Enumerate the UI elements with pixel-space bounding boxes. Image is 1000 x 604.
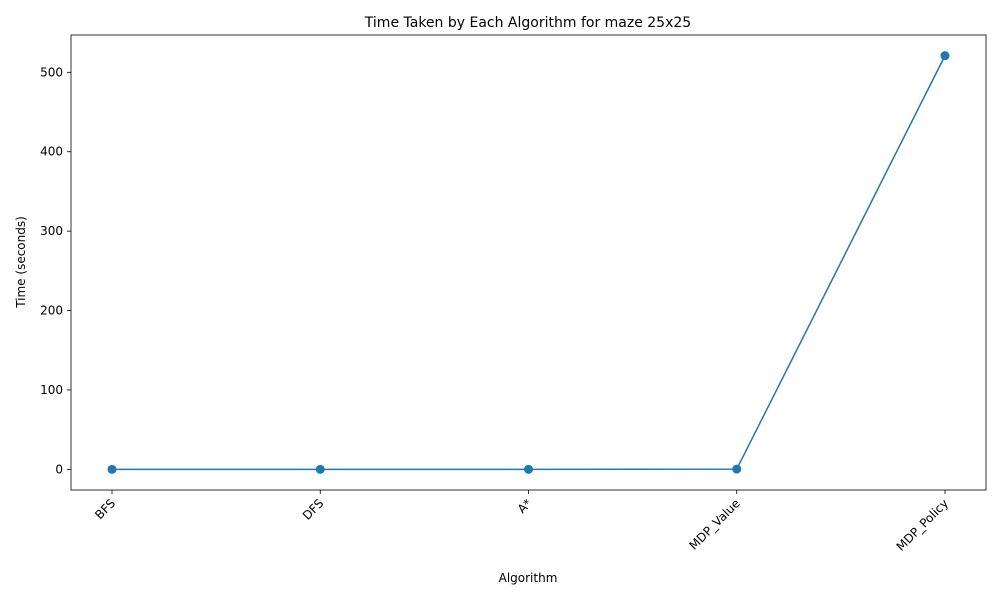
data-point (732, 464, 742, 474)
y-axis-label: Time (seconds) (14, 216, 28, 309)
x-tick-label: MDP_Value (686, 496, 742, 552)
data-point (940, 51, 950, 61)
y-axis: 0 100 200 300 400 500 (40, 65, 71, 476)
y-tick-label: 500 (40, 65, 63, 79)
series-layer (107, 51, 950, 474)
data-point (524, 464, 533, 474)
data-point (315, 464, 325, 474)
y-tick-label: 100 (40, 383, 63, 397)
x-tick-label: MDP_Policy (894, 496, 952, 554)
chart-title: Time Taken by Each Algorithm for maze 25… (364, 15, 691, 31)
plot-area (71, 35, 986, 490)
axes-frame (70, 34, 987, 491)
data-point (107, 464, 117, 474)
y-tick-label: 300 (40, 224, 63, 238)
y-tick-label: 200 (40, 304, 63, 318)
x-tick-label: BFS (92, 496, 118, 522)
y-tick-label: 400 (40, 145, 63, 159)
x-tick-label: A* (515, 496, 535, 516)
y-tick-label: 0 (55, 462, 63, 476)
x-axis-label: Algorithm (499, 571, 558, 585)
x-axis: BFS DFS A* MDP_Value MDP_Policy (92, 490, 951, 554)
x-tick-label: DFS (300, 496, 327, 523)
